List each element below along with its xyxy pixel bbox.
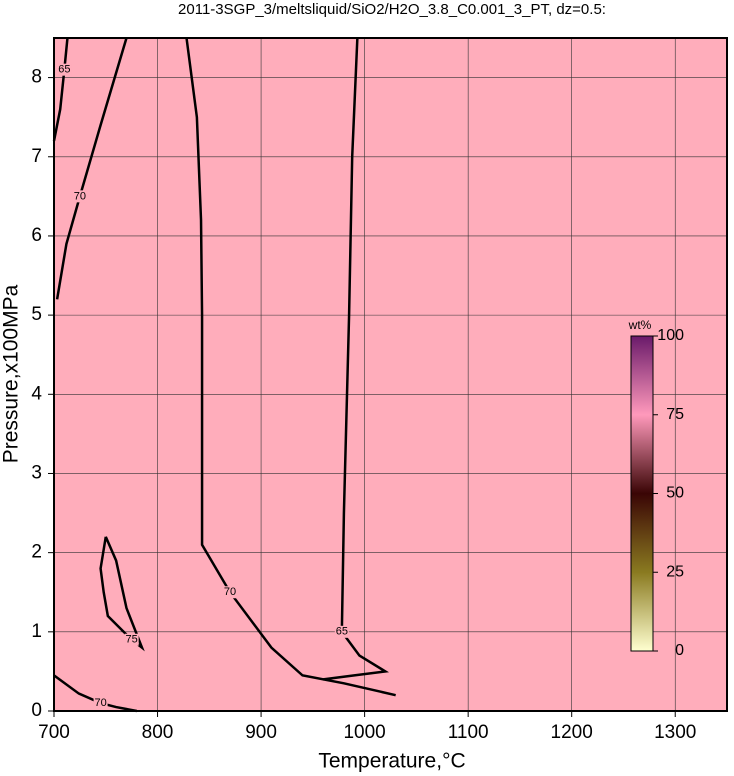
y-tick-label: 2: [31, 542, 42, 563]
contour-label: 70: [94, 697, 106, 709]
chart-title: 2011-3SGP_3/meltsliquid/SiO2/H2O_3.8_C0.…: [178, 1, 606, 18]
contour-label: 65: [58, 64, 70, 76]
contour-label-bg: [124, 633, 139, 646]
colorbar: [630, 335, 654, 652]
x-tick-label: 800: [142, 722, 174, 743]
y-tick-label: 0: [31, 700, 42, 721]
contour-label: 75: [126, 634, 138, 646]
plot-background: [54, 38, 727, 711]
contour-label-bg: [334, 625, 349, 638]
y-axis-label: Pressure,x100MPa: [0, 284, 23, 463]
x-tick-label: 1100: [448, 722, 489, 743]
y-tick-label: 3: [31, 462, 42, 483]
contour-label-bg: [57, 63, 72, 76]
colorbar-label: wt%: [628, 318, 652, 332]
contour-line: [185, 37, 396, 697]
colorbar-tick-label: 50: [666, 485, 684, 502]
x-tick-label: 1300: [654, 722, 696, 743]
x-tick-label: 900: [245, 722, 277, 743]
y-tick-label: 6: [31, 225, 42, 246]
plot-frame: [53, 37, 728, 712]
colorbar-tick-label: 75: [666, 406, 684, 423]
contour-label-bg: [223, 586, 238, 599]
y-tick-label: 1: [31, 621, 42, 642]
x-axis-label: Temperature,°C: [318, 750, 465, 773]
contour-label: 65: [336, 626, 348, 638]
y-tick-label: 8: [31, 67, 42, 88]
x-tick-label: 700: [38, 722, 70, 743]
contour-line: [52, 37, 69, 142]
x-tick-label: 1000: [343, 722, 385, 743]
colorbar-tick-label: 100: [657, 327, 684, 344]
contour-label: 70: [224, 586, 236, 598]
colorbar-tick-label: 25: [666, 563, 684, 580]
contour-label: 70: [74, 190, 86, 202]
colorbar-tick-label: 0: [675, 642, 684, 659]
y-tick-label: 5: [31, 304, 42, 325]
y-tick-label: 4: [31, 383, 42, 404]
contour-label-bg: [93, 697, 108, 710]
x-tick-label: 1200: [551, 722, 593, 743]
y-tick-label: 7: [31, 146, 42, 167]
contour-label-bg: [72, 190, 87, 203]
